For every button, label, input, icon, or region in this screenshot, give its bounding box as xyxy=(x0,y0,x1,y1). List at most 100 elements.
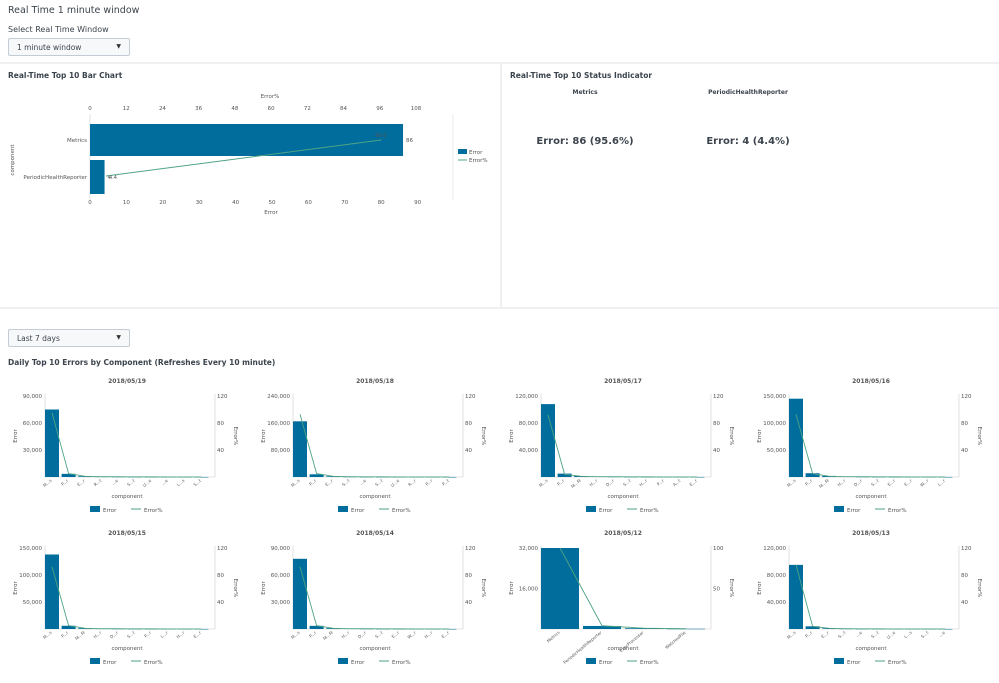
x-tick-label: Metrics xyxy=(546,630,561,644)
x-tick-label: R...t xyxy=(93,478,103,487)
x-tick-label: U...e xyxy=(390,478,401,488)
status-periodic-name: PeriodicHealthReporter xyxy=(708,89,788,96)
x-tick-label: 10 xyxy=(123,200,130,206)
x-tick-label: M...s xyxy=(290,630,301,640)
error-pct-line xyxy=(51,566,202,630)
x2-tick-label: 60 xyxy=(268,106,275,112)
y-tick-label: 160,000 xyxy=(267,421,290,427)
y2-tick-label: 120 xyxy=(217,546,228,552)
small-chart-title: 2018/05/18 xyxy=(356,378,394,385)
legend-pct-label: Error% xyxy=(392,508,411,514)
x-tick-label: D...r xyxy=(605,478,615,488)
legend-error-label: Error xyxy=(847,660,861,666)
y-tick-label: 50,000 xyxy=(767,448,787,454)
bar xyxy=(690,476,705,478)
y-tick-label: 150,000 xyxy=(763,394,786,400)
y2-tick-label: 40 xyxy=(465,600,472,606)
y2-tick-label: 40 xyxy=(217,448,224,454)
x-tick-label: M...M xyxy=(322,630,334,641)
bar xyxy=(309,474,324,477)
status-panel-title: Real-Time Top 10 Status Indicator xyxy=(510,71,653,80)
x-tick-label: 20 xyxy=(159,200,166,206)
x-tick-label: S...t xyxy=(374,630,384,639)
legend-error-swatch xyxy=(458,149,467,154)
legend-pct-label: Error% xyxy=(640,508,659,514)
x2-axis-title: Error% xyxy=(261,94,280,100)
y2-tick-label: 120 xyxy=(713,394,724,400)
x2-tick-label: 0 xyxy=(88,106,92,112)
x-tick-label: S...t xyxy=(192,478,202,487)
x-tick-label: P...r xyxy=(308,630,317,639)
small-chart-title: 2018/05/15 xyxy=(108,530,146,537)
x-tick-label: H...r xyxy=(638,478,648,488)
y2-tick-label: 40 xyxy=(465,448,472,454)
x-tick-label: E...r xyxy=(688,478,698,487)
daily-chart-0514: 2018/05/14 Error Error% 30,000 60,000 90,000 4… xyxy=(261,530,486,666)
y-axis-title: Error xyxy=(261,581,267,595)
x-tick-label: P...r xyxy=(60,478,69,487)
legend-pct-label: Error% xyxy=(469,158,488,164)
x-tick-label: M...M xyxy=(74,630,86,641)
x-tick-label: H...r xyxy=(836,478,846,488)
y2-axis-title: Error% xyxy=(728,579,734,598)
x-tick-label: 80 xyxy=(378,200,385,206)
y2-tick-label: 50 xyxy=(713,587,720,593)
x-tick-label: S...t xyxy=(341,478,351,487)
x-tick-label: E...r xyxy=(192,630,202,639)
y2-tick-label: 40 xyxy=(961,600,968,606)
y-tick-label: 32,000 xyxy=(519,546,539,552)
y2-tick-label: 100 xyxy=(713,546,724,552)
y2-axis-title: Error% xyxy=(232,427,238,446)
bar-value-label: 86 xyxy=(406,138,413,144)
x-tick-label: M...s xyxy=(290,478,301,488)
header-panel: Real Time 1 minute window Select Real Ti… xyxy=(0,0,999,62)
x-tick-label: WatchedFile xyxy=(664,630,687,650)
x2-tick-label: 84 xyxy=(340,106,347,112)
error-pct-line xyxy=(547,414,698,478)
x-tick-label: P...r xyxy=(60,630,69,639)
x-tick-label: S...t xyxy=(126,478,136,487)
small-chart-title: 2018/05/13 xyxy=(852,530,890,537)
x-tick-label: W...r xyxy=(406,630,417,640)
y-tick-label: 40,000 xyxy=(767,600,787,606)
x-tick-label: ...e xyxy=(161,478,170,486)
daily-chart-0517: 2018/05/17 Error Error% 40,000 80,000 120,000… xyxy=(509,378,734,514)
x-tick-label: S...t xyxy=(374,478,384,487)
x-tick-label: M...s xyxy=(786,478,797,488)
x-tick-label: S...t xyxy=(870,478,880,487)
x-tick-label: E...r xyxy=(76,478,86,487)
legend-error-label: Error xyxy=(847,508,861,514)
window-dropdown[interactable]: 1 minute window ▼ xyxy=(8,38,130,56)
time-range-dropdown[interactable]: Last 7 days ▼ xyxy=(8,329,130,347)
legend-error-label: Error xyxy=(351,508,365,514)
y2-tick-label: 80 xyxy=(217,421,224,427)
bar xyxy=(309,625,324,629)
y2-axis-title: Error% xyxy=(976,579,982,598)
x-tick-label: S...t xyxy=(622,478,632,487)
legend-error-swatch xyxy=(90,506,100,512)
y-tick-label: 120,000 xyxy=(763,546,786,552)
y-tick-label: 60,000 xyxy=(23,421,43,427)
legend-error-swatch xyxy=(90,658,100,664)
y2-tick-label: 80 xyxy=(465,421,472,427)
bar xyxy=(805,626,820,629)
x-tick-label: ...e xyxy=(938,630,947,638)
x-tick-label: D...r xyxy=(109,630,119,640)
error-pct-line xyxy=(51,412,202,478)
legend-error-label: Error xyxy=(103,660,117,666)
x-tick-label: 60 xyxy=(305,200,312,206)
y-tick-label: 100,000 xyxy=(19,573,42,579)
bar-value-label: 4 xyxy=(108,175,112,181)
legend-pct-label: Error% xyxy=(392,660,411,666)
x-tick-label: 0 xyxy=(88,200,92,206)
bar xyxy=(45,554,59,629)
legend-error-swatch xyxy=(586,506,596,512)
y-tick-label: 50,000 xyxy=(23,600,43,606)
y-tick-label: 80,000 xyxy=(519,421,539,427)
y-tick-label: 16,000 xyxy=(519,587,539,593)
x-tick-label: E...r xyxy=(887,478,897,487)
x-tick-label: ...e xyxy=(855,630,864,638)
x-tick-label: P...r xyxy=(308,478,317,487)
x-tick-label: E...r xyxy=(820,630,830,639)
category-label: Metrics xyxy=(67,138,87,144)
